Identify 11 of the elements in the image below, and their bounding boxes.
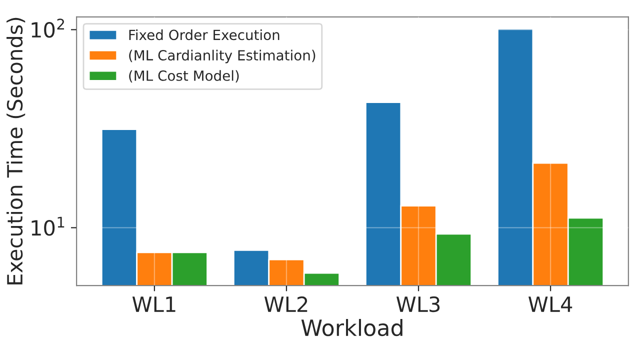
- legend-label: (ML Cost Model): [129, 70, 239, 83]
- x-axis-title: Workload: [301, 318, 402, 336]
- y-axis-title: Execution Time (Seconds): [6, 18, 26, 284]
- y-tick-label: 10$^{1}$: [32, 216, 64, 236]
- y-tick-label: 10$^{2}$: [32, 18, 64, 38]
- x-tick-label: WL4: [528, 296, 572, 312]
- x-tick-label: WL1: [132, 296, 176, 312]
- legend-label: (ML Cardianlity Estimation): [129, 50, 316, 64]
- x-tick-label: WL2: [264, 296, 308, 312]
- legend-label: Fixed Order Execution: [129, 29, 280, 40]
- x-tick-label: WL3: [396, 296, 440, 312]
